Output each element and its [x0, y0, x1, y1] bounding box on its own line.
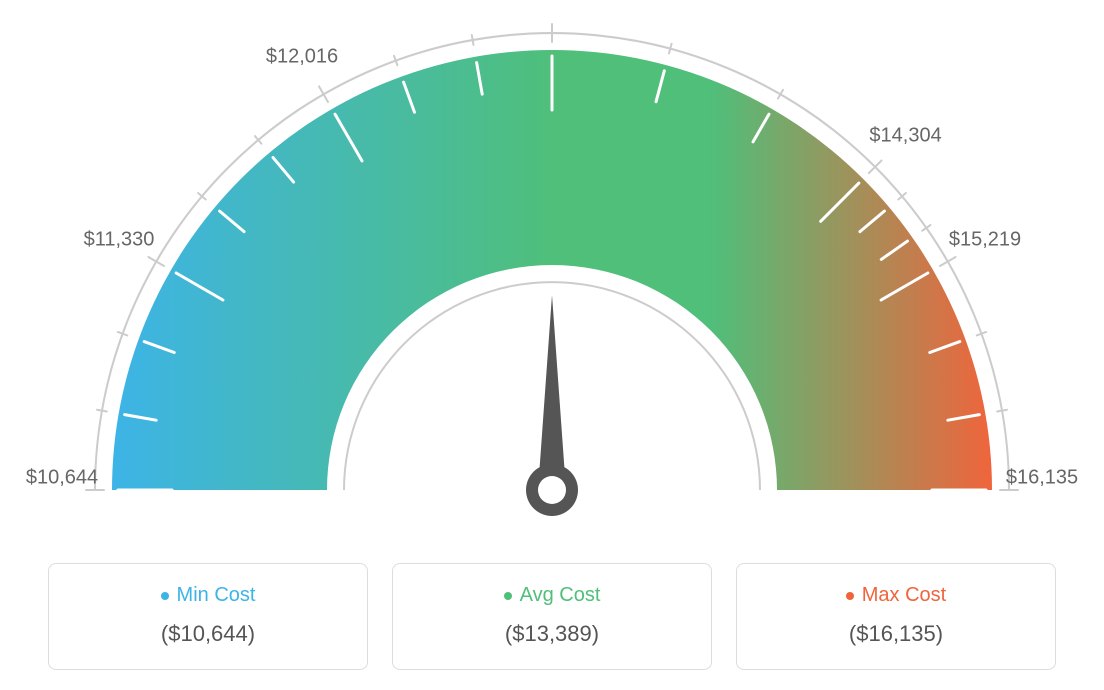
legend-title-avg: Avg Cost: [504, 584, 601, 607]
legend-card-min: Min Cost ($10,644): [48, 563, 368, 670]
legend-value-avg: ($13,389): [403, 621, 701, 647]
legend-dot-avg: [504, 592, 512, 600]
legend-value-max: ($16,135): [747, 621, 1045, 647]
tick-label: $10,644: [26, 467, 98, 490]
tick-label: $16,135: [1006, 467, 1078, 490]
legend-row: Min Cost ($10,644) Avg Cost ($13,389) Ma…: [0, 563, 1104, 670]
legend-card-avg: Avg Cost ($13,389): [392, 563, 712, 670]
tick-label: $12,016: [266, 45, 338, 68]
legend-title-text-min: Min Cost: [177, 584, 256, 607]
tick-label: $15,219: [949, 229, 1021, 252]
gauge-chart: $10,644$11,330$12,016$13,389$14,304$15,2…: [0, 0, 1104, 550]
tick-label: $11,330: [84, 229, 155, 252]
legend-dot-max: [846, 592, 854, 600]
legend-card-max: Max Cost ($16,135): [736, 563, 1056, 670]
legend-title-min: Min Cost: [161, 584, 256, 607]
legend-dot-min: [161, 592, 169, 600]
gauge-svg: [0, 0, 1104, 550]
legend-title-max: Max Cost: [846, 584, 946, 607]
legend-title-text-max: Max Cost: [862, 584, 946, 607]
tick-label: $14,304: [869, 125, 941, 148]
chart-container: $10,644$11,330$12,016$13,389$14,304$15,2…: [0, 0, 1104, 690]
legend-value-min: ($10,644): [59, 621, 357, 647]
legend-title-text-avg: Avg Cost: [520, 584, 601, 607]
